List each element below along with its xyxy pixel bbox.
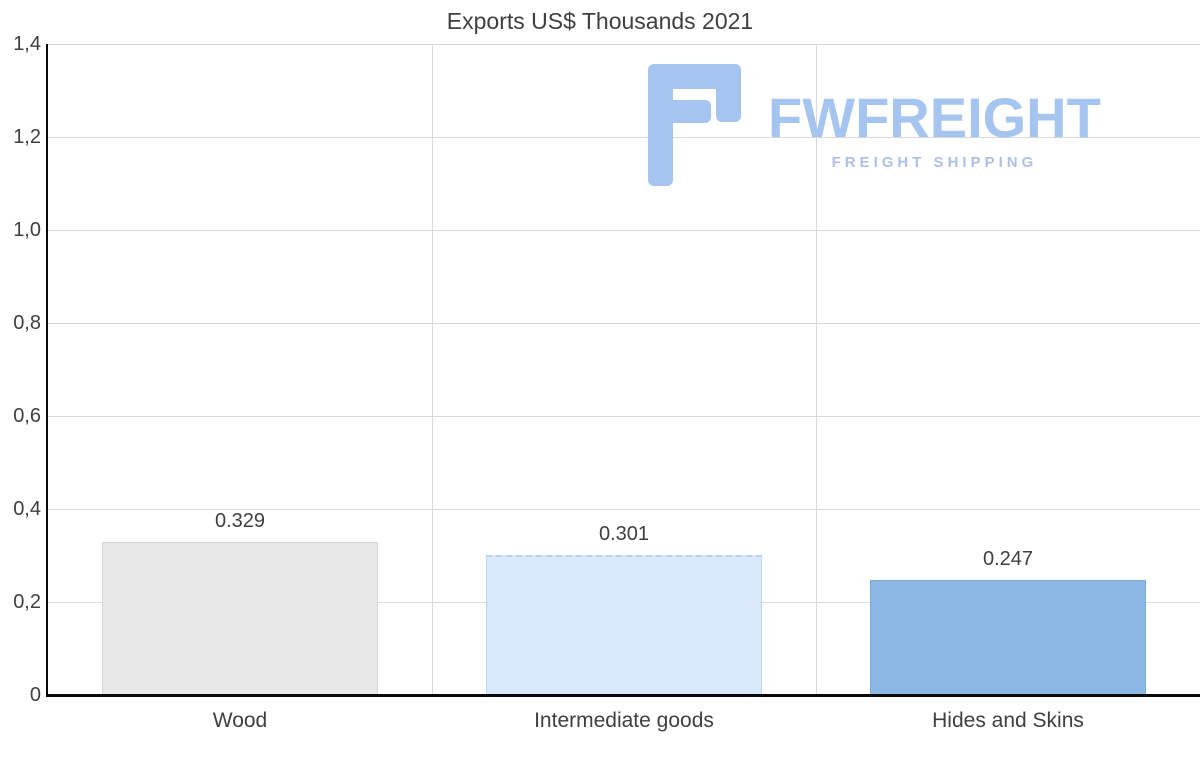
bar-value-wood: 0.329: [214, 510, 266, 532]
bar-intermediate-goods: [486, 555, 762, 695]
y-tick-label: 0,2: [13, 591, 41, 613]
bar-wood: [102, 542, 378, 695]
watermark-text: FWFREIGHT FREIGHT SHIPPING: [768, 64, 1101, 172]
y-tick-label: 0: [29, 684, 41, 706]
bar-value-hides-and-skins: 0.247: [982, 548, 1034, 570]
chart-title: Exports US$ Thousands 2021: [446, 8, 754, 34]
gridline-y-1,4: [48, 44, 1200, 45]
bar-value-intermediate-goods: 0.301: [598, 523, 650, 545]
y-tick-label: 0,8: [13, 312, 41, 334]
bar-hides-and-skins: [870, 580, 1146, 695]
gridline-y-1,2: [48, 137, 1200, 138]
x-axis-label-intermediate-goods: Intermediate goods: [534, 709, 714, 732]
x-axis-label-wood: Wood: [212, 709, 268, 732]
fwfreight-logo-icon: [648, 64, 748, 191]
gridline-y-1,0: [48, 230, 1200, 231]
y-tick-label: 1,2: [13, 126, 41, 148]
gridline-y-0,8: [48, 323, 1200, 324]
y-axis-line: [46, 44, 48, 697]
gridline-x-2: [816, 44, 817, 695]
x-axis-line: [46, 694, 1200, 697]
watermark: FWFREIGHT FREIGHT SHIPPING: [648, 64, 1101, 191]
y-tick-label: 0,4: [13, 498, 41, 520]
watermark-brand: FWFREIGHT: [768, 86, 1101, 149]
gridline-y-0,6: [48, 416, 1200, 417]
y-tick-label: 0,6: [13, 405, 41, 427]
x-axis-label-hides-and-skins: Hides and Skins: [932, 709, 1084, 732]
watermark-tagline: FREIGHT SHIPPING: [831, 154, 1038, 171]
y-tick-label: 1,0: [13, 219, 41, 241]
y-tick-label: 1,4: [13, 33, 41, 55]
gridline-y-0,4: [48, 509, 1200, 510]
gridline-x-1: [432, 44, 433, 695]
